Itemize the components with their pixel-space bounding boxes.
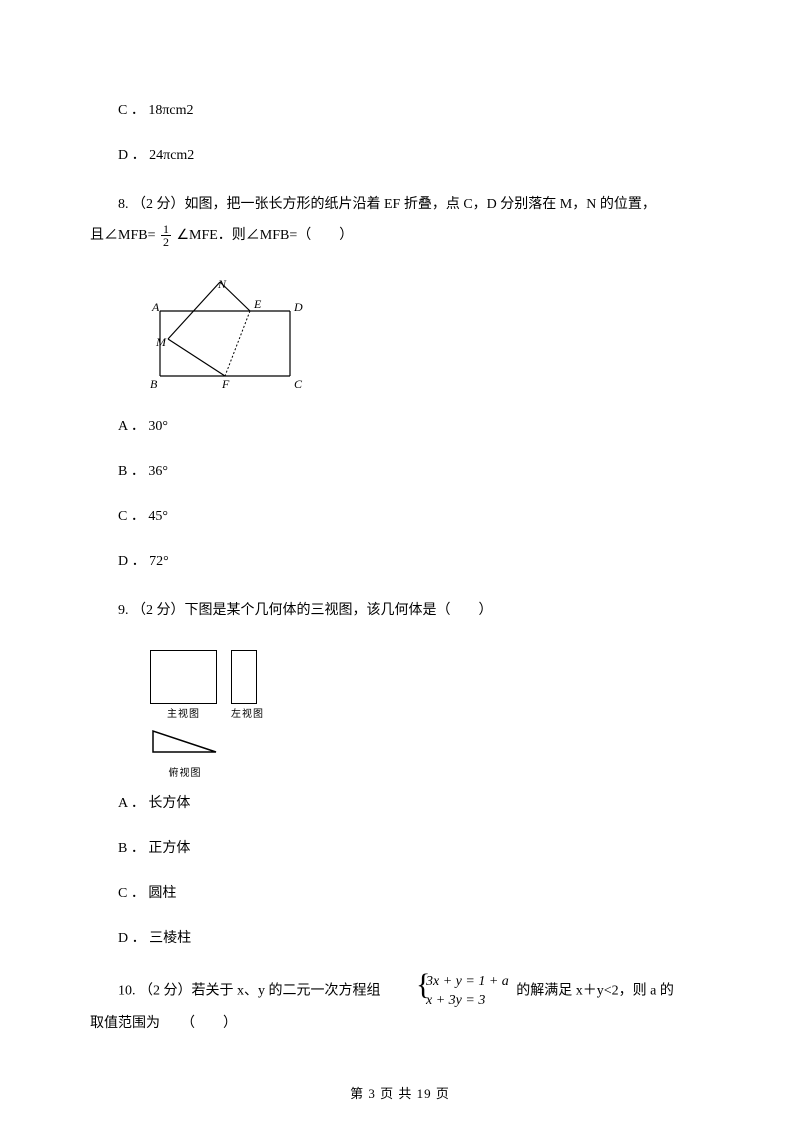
q10-line2: 取值范围为 （ ） [90,1010,700,1038]
q10-line1: 10. （2 分）若关于 x、y 的二元一次方程组 { 3x + y = 1 +… [90,973,700,1009]
q8-text-2b: ∠MFE．则∠MFB=（ ） [176,228,353,243]
option-label: D [118,931,128,946]
front-view-wrap: 主视图 [150,650,217,722]
option-d-pre: D ． 24πcm2 [90,145,700,166]
svg-text:B: B [150,377,158,391]
question-9: 9. （2 分）下图是某个几何体的三视图，该几何体是（ ） [90,596,700,627]
option-text: 18πcm2 [148,103,193,118]
option-text: 36° [148,464,168,479]
top-view-label: 俯视图 [150,766,220,781]
q8-stem-line1: 8. （2 分）如图，把一张长方形的纸片沿着 EF 折叠，点 C，D 分别落在 … [90,190,700,221]
q9-stem: 9. （2 分）下图是某个几何体的三视图，该几何体是（ ） [118,603,493,618]
option-label: B [118,464,127,479]
side-view-wrap: 左视图 [231,650,264,722]
q8-option-b: B ． 36° [90,461,700,482]
option-label: A [118,796,127,811]
option-text: 圆柱 [148,886,176,901]
q10-pre: 10. （2 分）若关于 x、y 的二元一次方程组 [118,984,381,999]
q9-option-b: B ． 正方体 [90,838,700,859]
page-content: C ． 18πcm2 D ． 24πcm2 8. （2 分）如图，把一张长方形的… [0,0,800,1078]
q8-option-a: A ． 30° [90,416,700,437]
frac-den: 2 [161,236,171,248]
fraction-half: 1 2 [161,223,171,248]
q10-line2-text: 取值范围为 （ ） [90,1016,237,1031]
option-text: 45° [148,509,168,524]
front-view-label: 主视图 [150,707,217,722]
equation-system: { 3x + y = 1 + a x + 3y = 3 [388,973,509,1009]
side-view-label: 左视图 [231,707,264,722]
svg-text:F: F [221,377,230,391]
option-text: 24πcm2 [149,148,194,163]
option-label: A [118,419,127,434]
question-8: 8. （2 分）如图，把一张长方形的纸片沿着 EF 折叠，点 C，D 分别落在 … [90,190,700,252]
side-view-box [231,650,257,704]
fold-diagram: A E D B F C M N [150,276,320,396]
q8-stem-line2: 且∠MFB= 1 2 ∠MFE．则∠MFB=（ ） [90,221,700,252]
option-c-pre: C ． 18πcm2 [90,100,700,121]
option-label: C [118,509,127,524]
front-view-box [150,650,217,704]
q8-option-c: C ． 45° [90,506,700,527]
q9-option-a: A ． 长方体 [90,793,700,814]
svg-text:C: C [294,377,303,391]
q9-option-d: D ． 三棱柱 [90,928,700,949]
option-text: 长方体 [148,796,190,811]
option-text: 正方体 [148,841,190,856]
option-label: D [118,148,128,163]
page-footer: 第 3 页 共 19 页 [0,1083,800,1102]
option-text: 三棱柱 [149,931,191,946]
q10-mid: 的解满足 x＋y<2，则 a 的 [516,984,674,999]
svg-text:M: M [155,335,167,349]
svg-text:A: A [151,300,160,314]
q8-option-d: D ． 72° [90,551,700,572]
svg-text:E: E [253,297,262,311]
three-view-row1: 主视图 左视图 [150,650,700,722]
q8-text-2a: 且∠MFB= [90,228,155,243]
brace-icon: { [388,970,430,1000]
top-view-triangle [150,728,220,756]
q8-figure: A E D B F C M N [150,276,700,396]
option-label: C [118,103,127,118]
option-label: C [118,886,127,901]
q9-figure: 主视图 左视图 俯视图 [150,650,700,781]
svg-text:D: D [293,300,303,314]
svg-text:N: N [217,276,227,290]
question-10: 10. （2 分）若关于 x、y 的二元一次方程组 { 3x + y = 1 +… [90,973,700,1037]
option-label: B [118,841,127,856]
q9-option-c: C ． 圆柱 [90,883,700,904]
q8-text-1: 8. （2 分）如图，把一张长方形的纸片沿着 EF 折叠，点 C，D 分别落在 … [118,197,656,212]
option-text: 30° [148,419,168,434]
option-label: D [118,554,128,569]
top-view-wrap: 俯视图 [150,728,700,781]
option-text: 72° [149,554,169,569]
